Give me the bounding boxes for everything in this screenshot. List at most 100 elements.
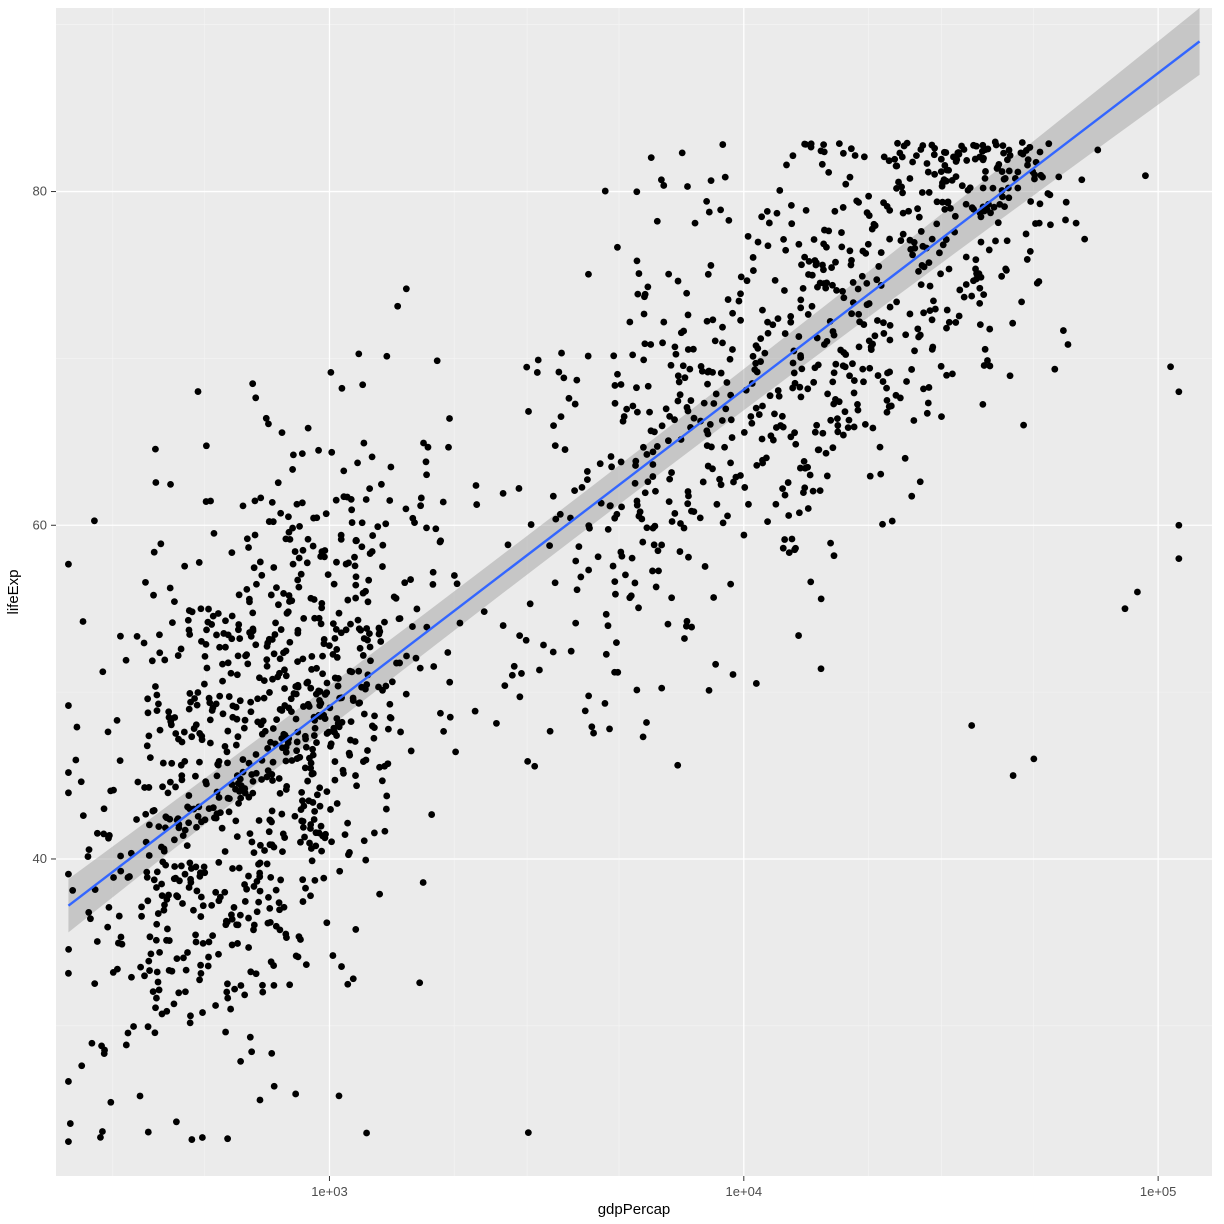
data-point (355, 351, 362, 358)
data-point (629, 351, 636, 358)
data-point (754, 345, 761, 352)
data-point (293, 716, 300, 723)
data-point (417, 665, 424, 672)
data-point (797, 296, 804, 303)
data-point (293, 691, 300, 698)
data-point (163, 937, 170, 944)
data-point (386, 497, 393, 504)
data-point (229, 916, 236, 923)
data-point (501, 682, 508, 689)
data-point (286, 529, 293, 536)
data-point (866, 365, 873, 372)
data-point (254, 695, 261, 702)
data-point (940, 241, 947, 248)
data-point (425, 444, 432, 451)
data-point (867, 473, 874, 480)
data-point (371, 735, 378, 742)
data-point (162, 862, 169, 869)
data-point (649, 568, 656, 575)
data-point (681, 525, 688, 532)
data-point (831, 332, 838, 339)
data-point (797, 304, 804, 311)
data-point (634, 502, 641, 509)
data-point (155, 700, 162, 707)
data-point (848, 145, 855, 152)
data-point (761, 350, 768, 357)
data-point (352, 926, 359, 933)
data-point (312, 725, 319, 732)
data-point (896, 150, 903, 157)
data-point (242, 717, 249, 724)
data-point (295, 682, 302, 689)
data-point (804, 464, 811, 471)
data-point (265, 420, 272, 427)
data-point (74, 724, 81, 731)
data-point (235, 780, 242, 787)
data-point (241, 991, 248, 998)
data-point (827, 417, 834, 424)
data-point (185, 819, 192, 826)
data-point (165, 708, 172, 715)
data-point (363, 625, 370, 632)
data-point (709, 369, 716, 376)
data-point (142, 811, 149, 818)
data-point (932, 306, 939, 313)
data-point (163, 814, 170, 821)
data-point (397, 729, 404, 736)
data-point (214, 772, 221, 779)
data-point (718, 481, 725, 488)
data-point (202, 653, 209, 660)
data-point (226, 795, 233, 802)
data-point (883, 385, 890, 392)
data-point (387, 464, 394, 471)
data-point (304, 679, 311, 686)
data-point (671, 343, 678, 350)
data-point (332, 635, 339, 642)
data-point (363, 757, 370, 764)
data-point (757, 335, 764, 342)
data-point (360, 440, 367, 447)
data-point (827, 540, 834, 547)
data-point (235, 921, 242, 928)
data-point (238, 982, 245, 989)
data-point (665, 621, 672, 628)
data-point (919, 142, 926, 149)
data-point (186, 706, 193, 713)
data-point (134, 779, 141, 786)
data-point (336, 610, 343, 617)
data-point (634, 258, 641, 265)
data-point (133, 816, 140, 823)
data-point (259, 731, 266, 738)
data-point (367, 657, 374, 664)
data-point (682, 374, 689, 381)
data-point (394, 303, 401, 310)
data-point (327, 743, 334, 750)
data-point (300, 615, 307, 622)
data-point (636, 270, 643, 277)
data-point (243, 586, 250, 593)
data-point (257, 1097, 264, 1104)
data-point (698, 363, 705, 370)
data-point (191, 725, 198, 732)
data-point (313, 739, 320, 746)
data-point (293, 952, 300, 959)
data-point (949, 370, 956, 377)
data-point (724, 379, 731, 386)
data-point (706, 209, 713, 216)
data-point (257, 860, 264, 867)
data-point (697, 514, 704, 521)
data-point (1055, 173, 1062, 180)
data-point (144, 695, 151, 702)
data-point (375, 625, 382, 632)
data-point (803, 207, 810, 214)
data-point (251, 883, 258, 890)
data-point (333, 559, 340, 566)
data-point (348, 718, 355, 725)
data-point (245, 544, 252, 551)
data-point (708, 177, 715, 184)
data-point (91, 517, 98, 524)
data-point (918, 228, 925, 235)
data-point (730, 479, 737, 486)
data-point (256, 817, 263, 824)
data-point (97, 1134, 104, 1141)
